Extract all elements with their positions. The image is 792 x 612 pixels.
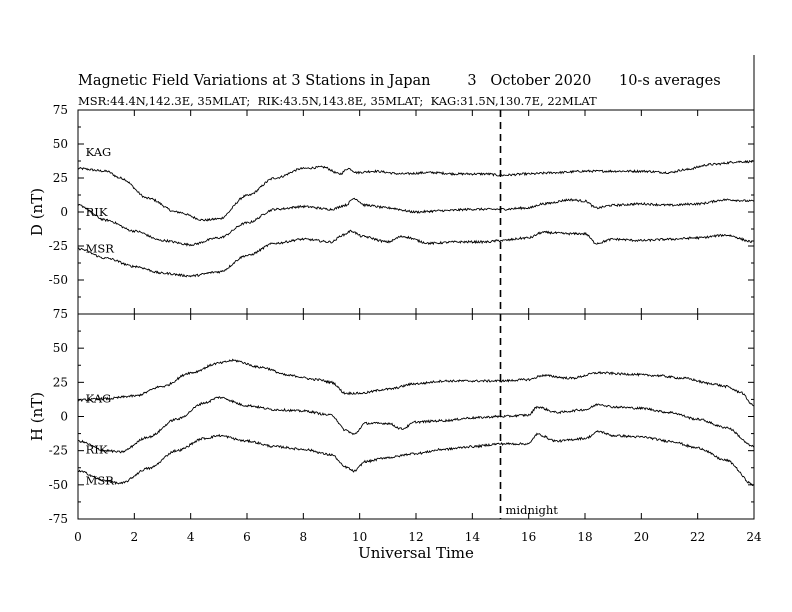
series-label-msr: MSR xyxy=(86,242,115,256)
y-axis-label: H (nT) xyxy=(28,392,46,441)
y-tick-label: 75 xyxy=(53,307,68,321)
x-axis-label: Universal Time xyxy=(358,544,474,562)
x-tick-label: 18 xyxy=(577,530,592,544)
y-tick-label: 50 xyxy=(53,341,68,355)
stations-subtitle: MSR:44.4N,142.3E, 35MLAT; RIK:43.5N,143.… xyxy=(78,94,597,108)
series-line-kag xyxy=(77,159,755,222)
x-tick-label: 4 xyxy=(187,530,195,544)
x-tick-label: 24 xyxy=(746,530,762,544)
series-label-rik: RIK xyxy=(86,205,108,219)
y-tick-label: -25 xyxy=(49,444,68,458)
y-tick-label: 25 xyxy=(53,171,68,185)
x-tick-label: 14 xyxy=(465,530,481,544)
y-tick-label: 0 xyxy=(60,205,68,219)
series-line-rik xyxy=(77,197,755,247)
x-tick-label: 20 xyxy=(634,530,649,544)
y-tick-label: 75 xyxy=(53,103,68,117)
title-averaging: 10-s averages xyxy=(618,73,721,89)
y-tick-label: -25 xyxy=(49,239,68,253)
series-label-msr: MSR xyxy=(86,474,115,488)
x-tick-label: 22 xyxy=(690,530,705,544)
y-tick-label: 50 xyxy=(53,137,68,151)
x-tick-label: 10 xyxy=(352,530,367,544)
series-label-kag: KAG xyxy=(86,145,112,159)
x-tick-label: 16 xyxy=(521,530,536,544)
chart-title: Magnetic Field Variations at 3 Stations … xyxy=(78,73,721,89)
series-line-rik xyxy=(77,396,755,454)
y-tick-label: 25 xyxy=(53,375,68,389)
y-tick-label: -75 xyxy=(49,512,68,526)
midnight-label: midnight xyxy=(506,503,559,517)
x-tick-label: 12 xyxy=(408,530,423,544)
y-tick-label: 0 xyxy=(60,410,68,424)
series-line-kag xyxy=(77,358,755,407)
y-tick-label: -50 xyxy=(49,478,68,492)
x-tick-label: 8 xyxy=(300,530,308,544)
series-line-msr xyxy=(77,229,755,278)
x-tick-label: 6 xyxy=(243,530,251,544)
y-axis-label: D (nT) xyxy=(28,188,46,236)
panel-1-frame xyxy=(77,109,755,315)
series-line-msr xyxy=(77,430,755,487)
title-date: 3 October 2020 xyxy=(467,73,592,89)
title-text: Magnetic Field Variations at 3 Stations … xyxy=(78,73,431,89)
x-tick-label: 0 xyxy=(74,530,82,544)
series-label-kag: KAG xyxy=(86,392,112,406)
panel-2-frame xyxy=(77,313,755,520)
x-tick-label: 2 xyxy=(131,530,139,544)
y-tick-label: -50 xyxy=(49,273,68,287)
series-label-rik: RIK xyxy=(86,442,108,456)
